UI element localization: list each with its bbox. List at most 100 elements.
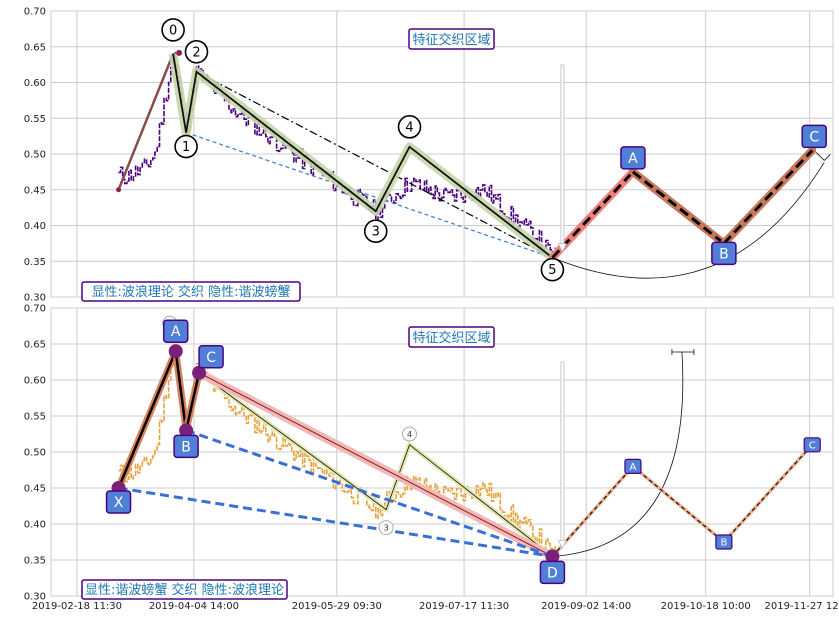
top-y-ticks: 0.30 0.35 0.40 0.45 0.50 0.55 0.60 0.65 0.70 bbox=[24, 7, 46, 304]
projection-line bbox=[632, 170, 725, 245]
projection-arc bbox=[552, 351, 684, 557]
x-tick-label: 2019-07-17 11:30 bbox=[419, 601, 509, 612]
y-tick-label: 0.60 bbox=[24, 78, 46, 89]
harmonic-label-box bbox=[539, 560, 566, 585]
wave-label: 1 bbox=[182, 140, 190, 155]
y-tick-label: 0.45 bbox=[24, 185, 46, 196]
wave-label: 5 bbox=[548, 263, 556, 278]
wave-label: 2 bbox=[192, 45, 200, 60]
projection-line bbox=[632, 465, 725, 543]
harmonic-label-box bbox=[198, 345, 224, 369]
projection-label-box bbox=[711, 241, 737, 266]
y-tick-label: 0.35 bbox=[24, 257, 46, 268]
wave-label: 3 bbox=[372, 225, 380, 240]
harmonic-diagonal bbox=[185, 428, 553, 558]
top-panel: 0.30 0.35 0.40 0.45 0.50 0.55 0.60 0.65 0.70 0 1 2… bbox=[24, 7, 834, 304]
pivot-dot bbox=[179, 423, 194, 438]
harmonic-label: A bbox=[171, 324, 181, 340]
wave-mark-circle bbox=[378, 520, 394, 535]
vertical-marker-arrow bbox=[557, 243, 568, 253]
y-tick-label: 0.30 bbox=[24, 592, 46, 603]
wave-mark-label: 3 bbox=[384, 524, 389, 533]
wave-label: 0 bbox=[169, 23, 177, 38]
harmonic-label: X bbox=[114, 495, 124, 511]
y-tick-label: 0.30 bbox=[24, 293, 46, 304]
projection-arc-cap bbox=[671, 349, 695, 355]
projection-label-box bbox=[620, 146, 646, 170]
top-overlay: 0 1 2 3 4 5 A B C bbox=[116, 18, 831, 282]
y-tick-label: 0.45 bbox=[24, 484, 46, 495]
harmonic-label-box bbox=[162, 319, 189, 343]
harmonic-label: D bbox=[547, 565, 558, 581]
x-tick-label: 2019-05-29 09:30 bbox=[292, 601, 382, 612]
channel-line bbox=[185, 131, 553, 259]
projection-line bbox=[722, 149, 814, 245]
harmonic-label-box bbox=[173, 434, 199, 459]
y-tick-label: 0.50 bbox=[24, 150, 46, 161]
wave-label-circle bbox=[363, 219, 388, 243]
top-banner: 特征交织区域 bbox=[408, 28, 495, 50]
x-axis-ticks: 2019-02-18 11:30 2019-04-04 14:00 2019-05-… bbox=[32, 601, 839, 612]
y-tick-label: 0.35 bbox=[24, 556, 46, 567]
wave-label-circle bbox=[161, 18, 185, 42]
wave-label-circle bbox=[174, 134, 198, 159]
wave-label-circle bbox=[184, 39, 209, 64]
y-tick-label: 0.55 bbox=[24, 114, 46, 125]
projection-label-box bbox=[803, 437, 821, 453]
projection-label-box bbox=[624, 458, 642, 474]
projection-line bbox=[723, 444, 813, 543]
harmonic-line bbox=[198, 372, 553, 557]
projection-line bbox=[551, 465, 634, 557]
x-tick-label: 2019-11-27 12:00 bbox=[765, 601, 839, 612]
bottom-banner: 特征交织区域 bbox=[408, 326, 495, 348]
bottom-panel: 0.30 0.35 0.40 0.45 0.50 0.55 0.60 0.65 0.70 4 3 X… bbox=[24, 304, 834, 603]
projection-arc bbox=[552, 162, 825, 279]
bottom-overlay: 4 3 X A B C D A B C bbox=[105, 315, 821, 585]
channel-line bbox=[196, 71, 553, 259]
projection-label: A bbox=[628, 151, 638, 167]
y-tick-label: 0.65 bbox=[24, 42, 46, 53]
wave-mark-label: 4 bbox=[407, 430, 412, 439]
x-tick-label: 2019-09-02 14:00 bbox=[541, 601, 631, 612]
projection-label: B bbox=[720, 538, 727, 549]
x-tick-label: 2019-04-04 14:00 bbox=[149, 601, 239, 612]
y-tick-label: 0.70 bbox=[24, 304, 46, 315]
projection-label: B bbox=[719, 246, 729, 262]
pivot-dot bbox=[192, 365, 207, 380]
pivot-dot bbox=[545, 549, 560, 564]
vertical-marker bbox=[560, 64, 565, 249]
harmonic-leg bbox=[184, 372, 201, 431]
y-tick-label: 0.50 bbox=[24, 448, 46, 459]
bottom-banner-text: 特征交织区域 bbox=[412, 330, 490, 346]
top-caption-text: 显性:波浪理论 交织 隐性:谐波螃蟹 bbox=[91, 284, 290, 300]
wave-start-marker bbox=[116, 187, 122, 193]
bottom-caption: 显性:谐波螃蟹 交织 隐性:波浪理论 bbox=[81, 579, 288, 600]
projection-label: C bbox=[809, 440, 816, 451]
wave-label: 4 bbox=[405, 120, 413, 135]
pivot-marker bbox=[176, 49, 183, 56]
pivot-dot bbox=[168, 344, 183, 359]
x-tick-label: 2019-02-18 11:30 bbox=[32, 601, 122, 612]
wave-label-circle bbox=[397, 115, 422, 139]
x-tick-label: 2019-10-18 10:00 bbox=[661, 601, 751, 612]
projection-label: C bbox=[809, 129, 819, 145]
bottom-caption-text: 显性:谐波螃蟹 交织 隐性:波浪理论 bbox=[85, 582, 284, 598]
projection-label-box bbox=[801, 124, 827, 149]
harmonic-label: B bbox=[181, 439, 191, 455]
bottom-y-ticks: 0.30 0.35 0.40 0.45 0.50 0.55 0.60 0.65 0.70 bbox=[24, 304, 46, 603]
projection-arc-cap bbox=[815, 152, 831, 161]
harmonic-leg bbox=[174, 351, 188, 431]
projection-label-box bbox=[715, 534, 733, 550]
y-tick-label: 0.60 bbox=[24, 376, 46, 387]
wave-leg bbox=[117, 53, 175, 191]
y-tick-label: 0.70 bbox=[24, 7, 46, 18]
top-banner-text: 特征交织区域 bbox=[412, 32, 490, 48]
y-tick-label: 0.65 bbox=[24, 340, 46, 351]
wave-label-circle bbox=[540, 257, 565, 282]
vertical-marker-arrow bbox=[557, 540, 568, 550]
projection-label: A bbox=[630, 462, 637, 473]
top-grid bbox=[51, 10, 833, 298]
wave-line bbox=[172, 53, 553, 259]
